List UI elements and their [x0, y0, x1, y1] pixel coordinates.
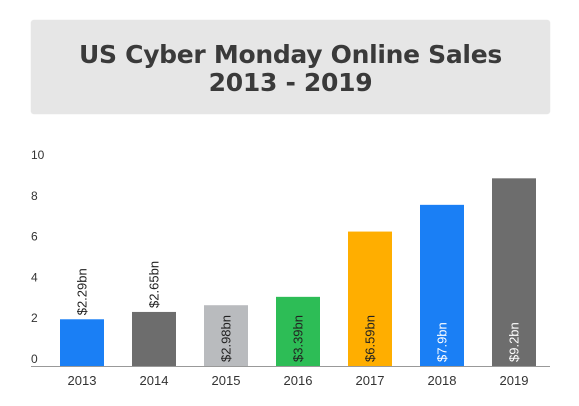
- x-tick-label: 2017: [356, 373, 385, 388]
- bar: [204, 305, 248, 366]
- x-tick-label: 2018: [428, 373, 457, 388]
- x-tick-label: 2019: [500, 373, 529, 388]
- y-tick-label: 10: [31, 148, 45, 162]
- chart-title-box: US Cyber Monday Online Sales 2013 - 2019: [31, 20, 550, 114]
- bar: [420, 204, 464, 366]
- y-tick-label: 6: [31, 230, 38, 244]
- bar-data-label: $7.9bn: [435, 322, 450, 362]
- y-tick-label: 4: [31, 270, 38, 284]
- x-tick-label: 2014: [140, 373, 169, 388]
- bar-data-label: $2.65bn: [147, 261, 162, 308]
- x-tick-label: 2015: [212, 373, 241, 388]
- bar-data-label: $9.2bn: [507, 322, 522, 362]
- x-tick-label: 2013: [68, 373, 97, 388]
- bar-data-label: $3.39bn: [291, 315, 306, 362]
- x-tick-label: 2016: [284, 373, 313, 388]
- bar: [276, 296, 320, 366]
- y-tick-label: 0: [31, 352, 38, 366]
- y-tick-label: 8: [31, 189, 38, 203]
- bar: [348, 231, 392, 366]
- y-tick-label: 2: [31, 311, 38, 325]
- bar: [60, 319, 104, 366]
- bar: [132, 311, 176, 366]
- bar-data-label: $6.59bn: [363, 315, 378, 362]
- bar: [492, 178, 536, 366]
- chart-title-line-2: 2013 - 2019: [208, 68, 373, 97]
- chart-title-line-1: US Cyber Monday Online Sales: [79, 40, 502, 69]
- bar-data-label: $2.98bn: [219, 315, 234, 362]
- bar-data-label: $2.29bn: [75, 268, 90, 315]
